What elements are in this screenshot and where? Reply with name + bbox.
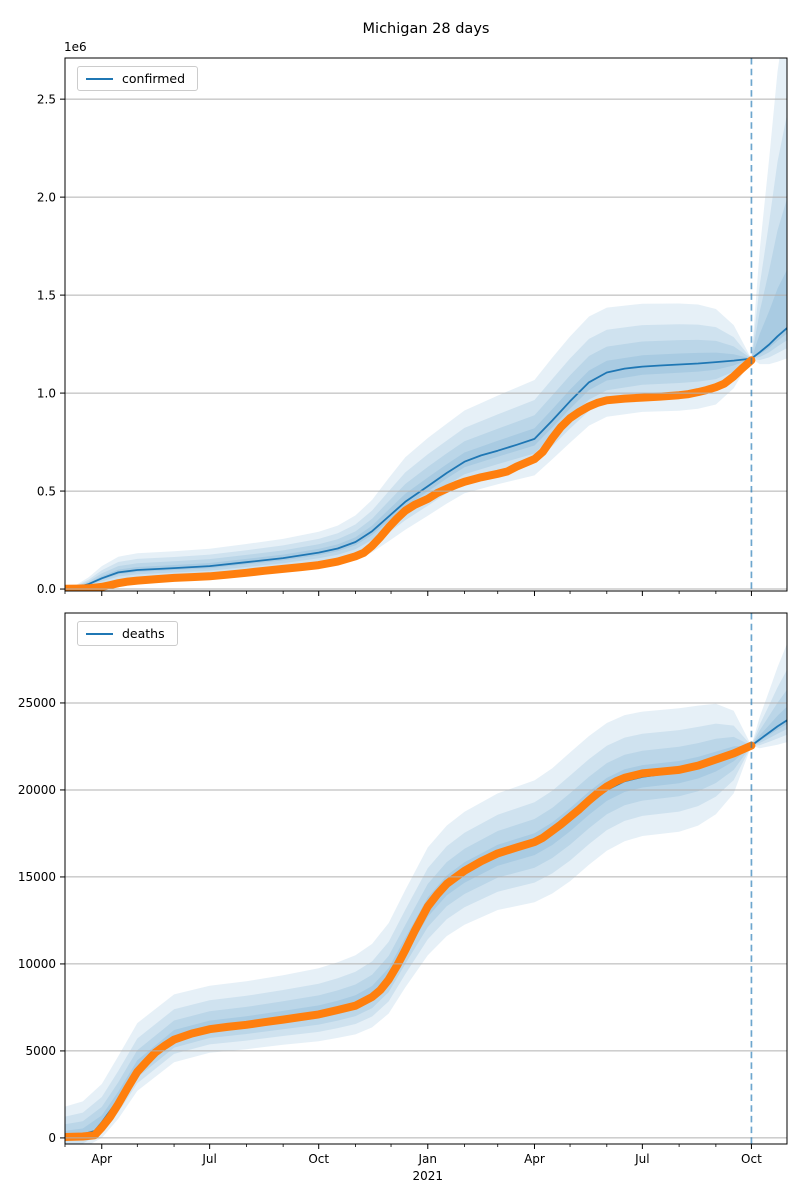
x-tick-label: Jul: [634, 1152, 649, 1166]
legend-line-icon: [86, 77, 113, 80]
legend-confirmed: confirmed: [77, 66, 199, 91]
y-tick-label: 0.0: [37, 582, 56, 596]
uncertainty-band: [65, 114, 787, 589]
x-tick-label: Apr: [91, 1152, 112, 1166]
y-tick-label: 15000: [18, 870, 56, 884]
median-line: [65, 327, 787, 590]
x-tick-label: Oct: [308, 1152, 329, 1166]
y-tick-label: 2.5: [37, 92, 56, 106]
y-tick-label: 25000: [18, 696, 56, 710]
axes-frame: [64, 57, 788, 592]
plot-area: [65, 643, 787, 1144]
axes-frame: [64, 612, 788, 1145]
y-tick-label: 2.0: [37, 190, 56, 204]
y-tick-label: 20000: [18, 783, 56, 797]
y-axis-offset-label: 1e6: [64, 40, 87, 54]
chart-title: Michigan 28 days: [362, 21, 490, 37]
uncertainty-band: [65, 58, 787, 590]
y-tick-label: 1.5: [37, 288, 56, 302]
x-axis-year-label: 2021: [413, 1169, 444, 1183]
plot-area: [65, 58, 787, 591]
x-tick-label: Jan: [418, 1152, 438, 1166]
uncertainty-band: [65, 643, 787, 1144]
x-tick-label: Apr: [524, 1152, 545, 1166]
y-tick-label: 0.5: [37, 484, 56, 498]
observed-data-line: [65, 741, 756, 1141]
y-tick-label: 10000: [18, 957, 56, 971]
legend-label-confirmed: confirmed: [122, 71, 186, 86]
x-tick-label: Oct: [741, 1152, 762, 1166]
legend-line-icon: [86, 632, 113, 635]
x-tick-label: Jul: [201, 1152, 216, 1166]
y-tick-label: 1.0: [37, 386, 56, 400]
legend-deaths: deaths: [77, 621, 178, 646]
subplot-confirmed: 0.0 0.5 1.0 1.5 2.0 2.5: [37, 57, 788, 596]
legend-label-deaths: deaths: [122, 626, 165, 641]
y-tick-label: 5000: [25, 1044, 56, 1058]
y-tick-label: 0: [48, 1131, 56, 1145]
subplot-deaths: 0 5000 10000 15000 20000 25000 Apr Jul Oct Jan 202…: [18, 612, 788, 1183]
